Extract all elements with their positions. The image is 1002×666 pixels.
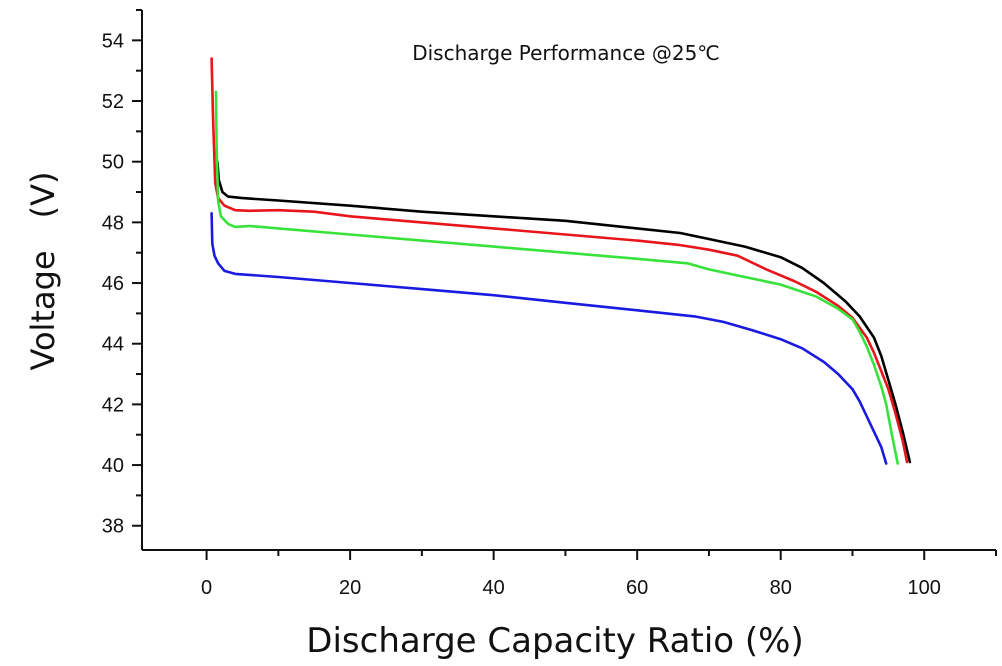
chart-axes: 38 40 42 44 46 48 50 52 54 0 20 40 60 80 100 [102,9,997,599]
y-tick-label: 50 [102,152,124,174]
y-tick-label: 48 [102,212,124,234]
y-axis-title: Voltage (V) [24,172,62,371]
y-tick-label: 42 [102,394,124,416]
y-tick-label: 46 [102,273,124,295]
chart-series-layer [210,57,912,465]
y-tick-label: 44 [102,334,124,356]
x-tick-label: 20 [339,577,361,599]
y-tick-label: 38 [102,516,124,538]
series-line-4 [210,212,888,465]
x-tick-label: 60 [626,577,648,599]
y-tick-label: 40 [102,455,124,477]
x-tick-label: 0 [201,577,212,599]
x-tick-label: 80 [770,577,792,599]
series-line-2 [210,57,909,464]
y-tick-label: 54 [102,30,124,52]
series-line-3 [214,90,899,465]
x-tick-label: 100 [908,577,941,599]
series-line-1 [216,160,912,464]
x-axis-title: Discharge Capacity Ratio (%) [306,621,803,661]
chart-title: Discharge Performance @25℃ [412,41,720,65]
y-tick-label: 52 [102,91,124,113]
x-tick-label: 40 [483,577,505,599]
